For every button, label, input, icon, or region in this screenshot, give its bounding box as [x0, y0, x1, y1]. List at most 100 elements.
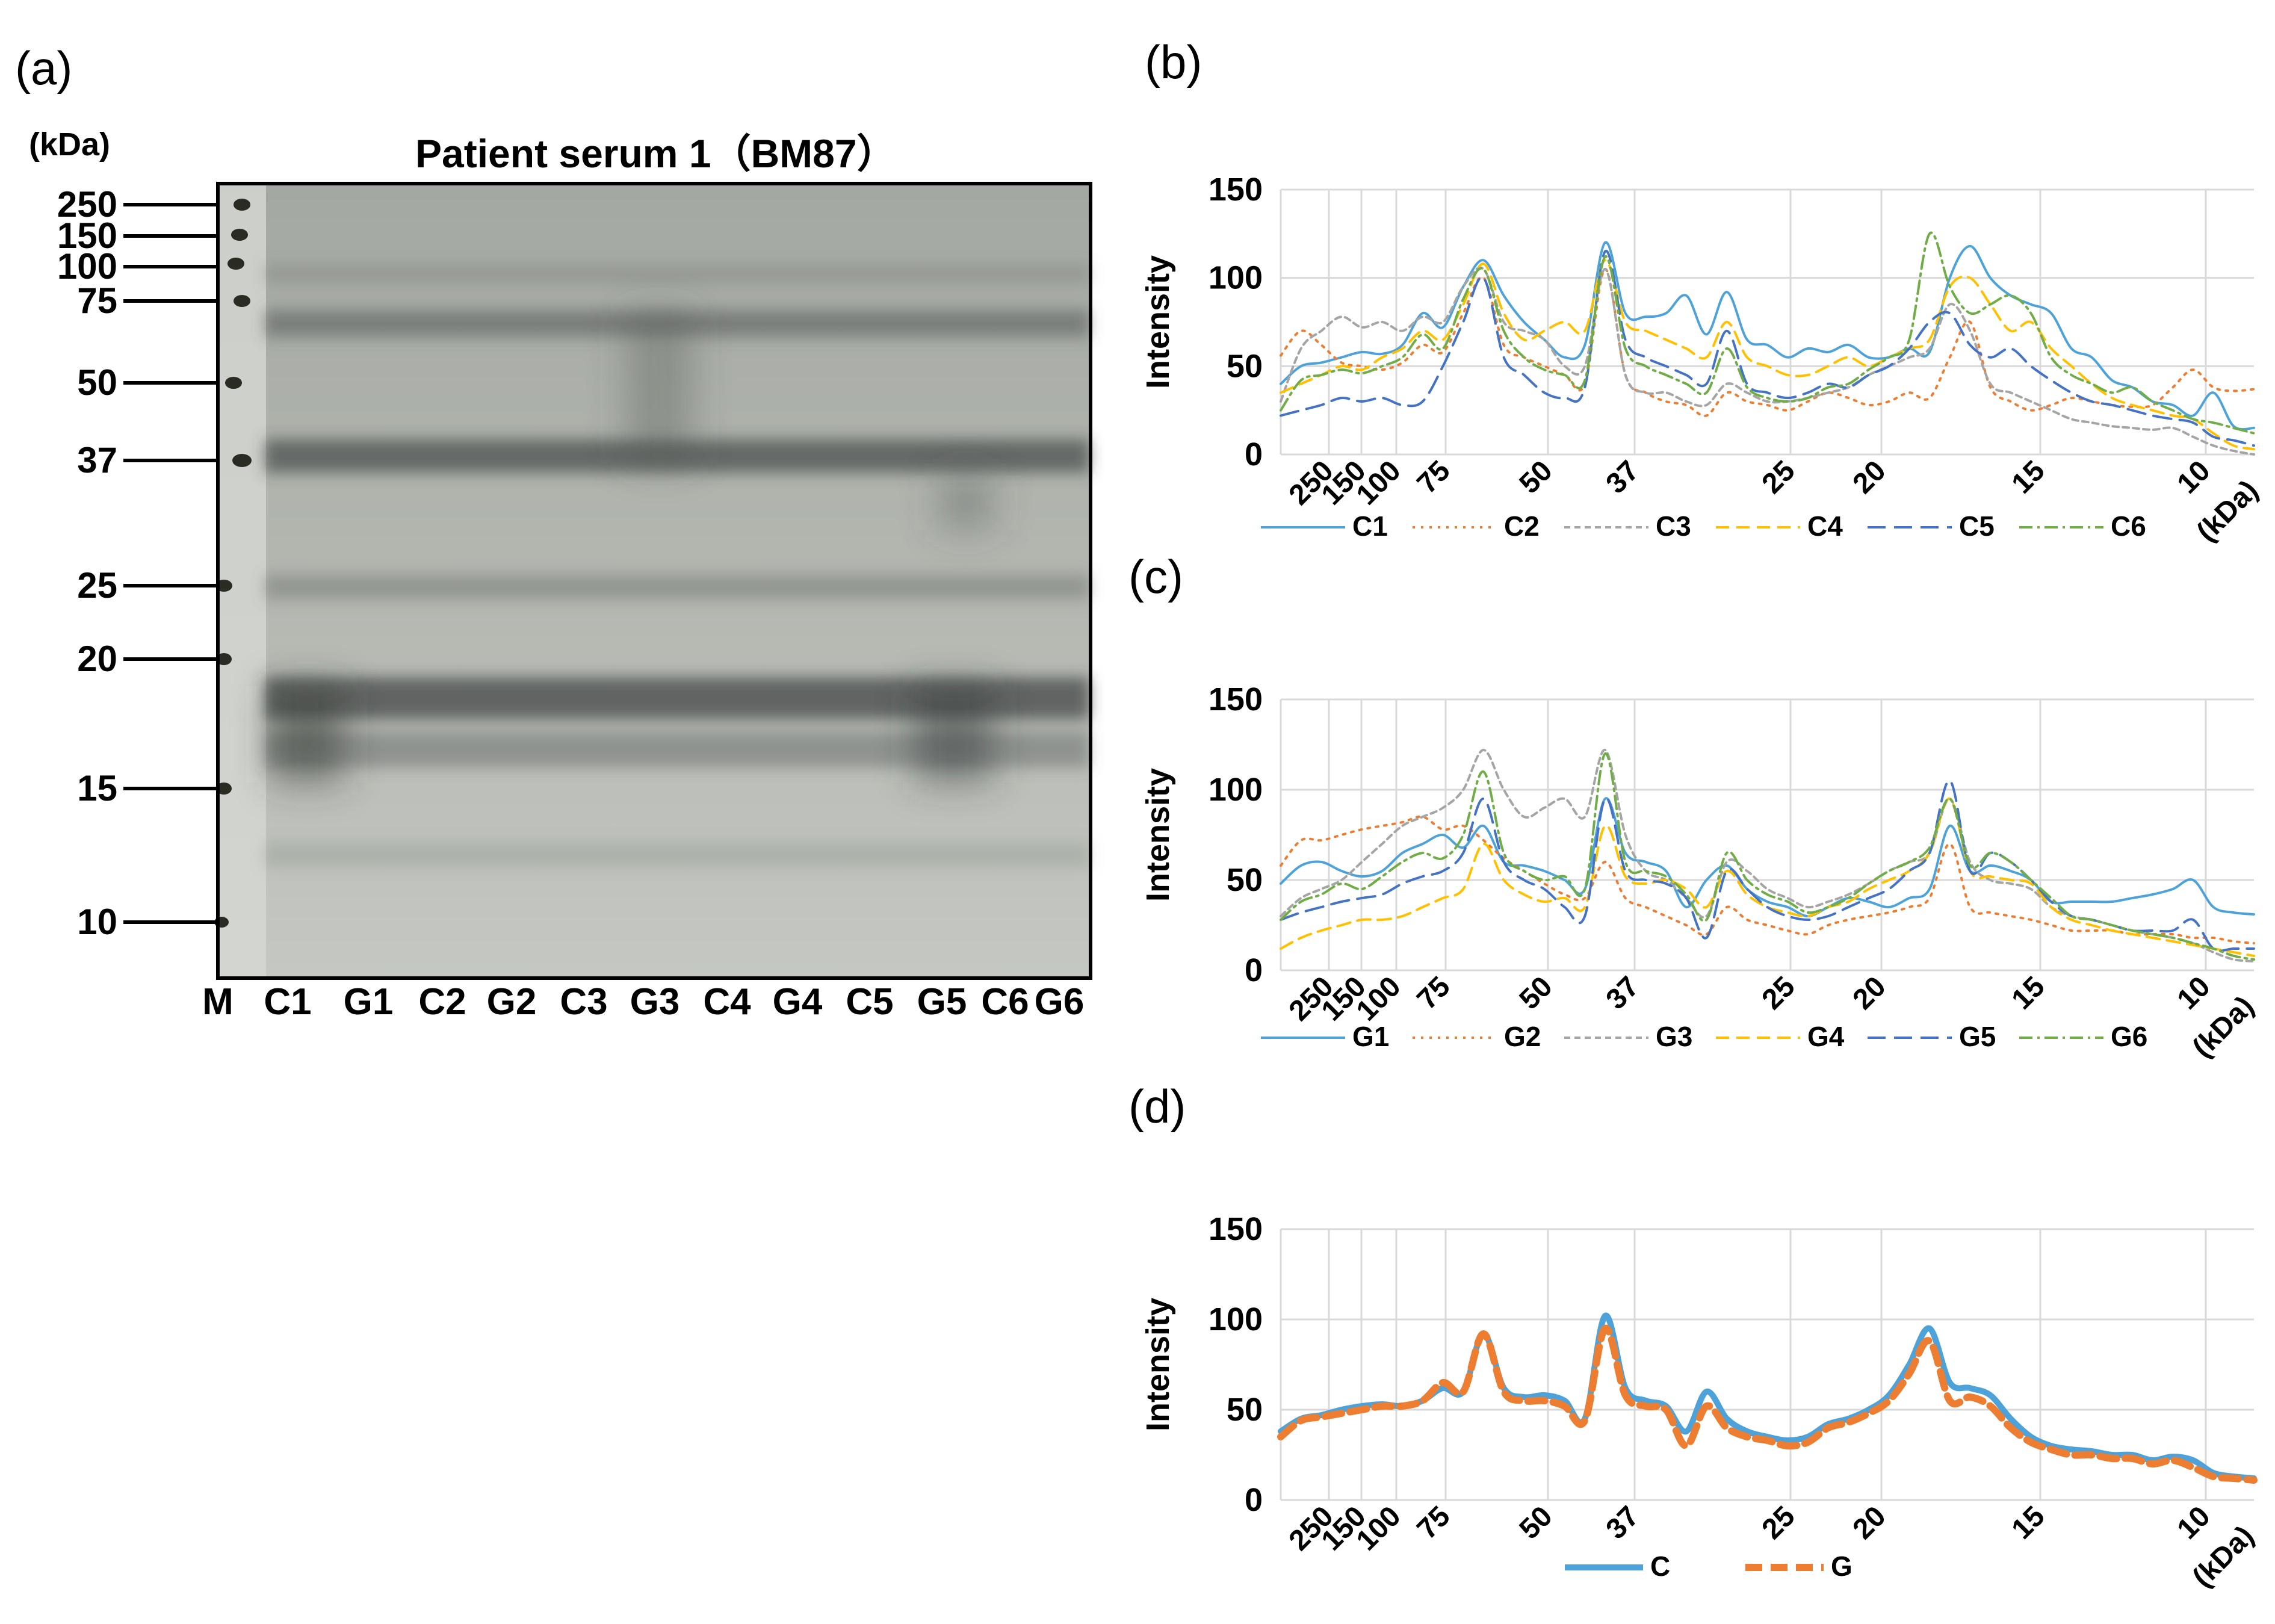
y-axis-title: Intensity [1140, 768, 1176, 902]
panel-d-label: (d) [1128, 1080, 1186, 1133]
series-line-G4 [1280, 798, 2255, 957]
panel-b-label: (b) [1145, 36, 1202, 88]
lane-label-C6: C6 [981, 981, 1029, 1023]
x-tick-37: 37 [1600, 1500, 1645, 1545]
lane-label-G4: G4 [773, 981, 823, 1023]
series-line-C6 [1280, 231, 2255, 435]
series-line-G1 [1280, 797, 2255, 917]
lane-label-G2: G2 [487, 981, 537, 1023]
series-line-G6 [1280, 752, 2255, 961]
marker-label-20: 20 [77, 639, 117, 679]
legend-label-C: C [1650, 1551, 1670, 1582]
series-line-G [1277, 1324, 2258, 1484]
x-tick-20: 20 [1847, 454, 1892, 500]
series-line-C4 [1280, 259, 2255, 451]
lane-label-C1: C1 [264, 981, 311, 1023]
legend-label-G6: G6 [2111, 1021, 2147, 1052]
legend-label-C3: C3 [1656, 510, 1691, 542]
y-tick-100: 100 [1209, 772, 1263, 808]
panel-c-label: (c) [1128, 550, 1183, 603]
y-tick-0: 0 [1245, 436, 1263, 473]
x-tick-10: 10 [2171, 970, 2217, 1015]
lane-label-C4: C4 [703, 981, 751, 1023]
x-tick-50: 50 [1514, 454, 1559, 500]
panel-a-label: (a) [15, 42, 72, 95]
series-line-C1 [1280, 241, 2255, 431]
y-tick-150: 150 [1209, 172, 1263, 208]
lane-label-C5: C5 [846, 981, 893, 1023]
lane-label-G3: G3 [630, 981, 680, 1023]
x-tick-37: 37 [1600, 454, 1645, 500]
y-tick-150: 150 [1209, 1211, 1263, 1247]
x-tick-10: 10 [2171, 1500, 2217, 1545]
x-tick-25: 25 [1756, 454, 1801, 500]
series-line-G5 [1280, 779, 2255, 952]
lane-label-G5: G5 [917, 981, 967, 1023]
y-tick-150: 150 [1209, 681, 1263, 717]
legend-label-G5: G5 [1959, 1021, 1996, 1052]
x-tick-20: 20 [1847, 970, 1892, 1015]
marker-label-37: 37 [77, 440, 117, 480]
marker-label-100: 100 [57, 246, 117, 287]
x-tick-75: 75 [1411, 970, 1456, 1015]
x-tick-50: 50 [1514, 970, 1559, 1015]
lane-label-M: M [202, 981, 234, 1023]
marker-label-150: 150 [57, 215, 117, 256]
x-tick-37: 37 [1600, 970, 1645, 1015]
series-line-C5 [1280, 249, 2255, 447]
x-tick-75: 75 [1411, 1500, 1456, 1545]
legend-label-G3: G3 [1656, 1021, 1692, 1052]
y-axis-title: Intensity [1140, 255, 1176, 389]
x-tick-25: 25 [1756, 1500, 1801, 1545]
blot-frame [216, 182, 1092, 980]
marker-label-10: 10 [77, 902, 117, 942]
legend-label-G: G [1831, 1551, 1852, 1582]
legend-label-G1: G1 [1352, 1021, 1389, 1052]
lane-labels: M C1 G1 C2 G2 C3 G3 C4 G4 C5 G5 C6 G6 [202, 981, 1084, 1023]
legend-label-C1: C1 [1352, 510, 1388, 542]
marker-label-250: 250 [57, 184, 117, 225]
y-tick-50: 50 [1227, 862, 1263, 898]
y-tick-0: 0 [1245, 952, 1263, 988]
x-tick-50: 50 [1514, 1500, 1559, 1545]
x-tick-15: 15 [2006, 454, 2051, 500]
lane-label-C2: C2 [418, 981, 466, 1023]
y-tick-100: 100 [1209, 1301, 1263, 1337]
x-tick-20: 20 [1847, 1500, 1892, 1545]
kda-unit-label: (kDa) [29, 126, 110, 163]
blot-smear [271, 313, 993, 783]
y-axis-title: Intensity [1140, 1298, 1176, 1431]
x-tick-100: 100 [1351, 1500, 1407, 1557]
x-tick-15: 15 [2006, 1500, 2051, 1545]
legend-label-G4: G4 [1807, 1021, 1845, 1052]
panel-a-western-blot: (a) (kDa) Patient serum 1（BM87） [15, 42, 1092, 1023]
marker-label-25: 25 [77, 565, 117, 606]
x-tick-15: 15 [2006, 970, 2051, 1015]
y-tick-100: 100 [1209, 260, 1263, 296]
legend-label-C4: C4 [1807, 510, 1843, 542]
x-tick-10: 10 [2171, 454, 2217, 500]
legend-label-G2: G2 [1504, 1021, 1541, 1052]
blot-title: Patient serum 1（BM87） [415, 131, 897, 176]
y-tick-0: 0 [1245, 1482, 1263, 1518]
y-tick-50: 50 [1227, 1392, 1263, 1428]
legend-label-C6: C6 [2111, 510, 2146, 542]
marker-label-15: 15 [77, 768, 117, 808]
x-tick-75: 75 [1411, 454, 1456, 500]
marker-label-75: 75 [77, 280, 117, 321]
x-tick-25: 25 [1756, 970, 1801, 1015]
x-tick-100: 100 [1351, 970, 1407, 1027]
lane-label-C3: C3 [560, 981, 607, 1023]
series-line-C3 [1280, 266, 2255, 456]
marker-label-50: 50 [77, 362, 117, 403]
legend-label-C2: C2 [1504, 510, 1540, 542]
lane-label-G6: G6 [1035, 981, 1085, 1023]
legend-label-C5: C5 [1959, 510, 1995, 542]
lane-label-G1: G1 [344, 981, 394, 1023]
x-tick-100: 100 [1351, 454, 1407, 511]
